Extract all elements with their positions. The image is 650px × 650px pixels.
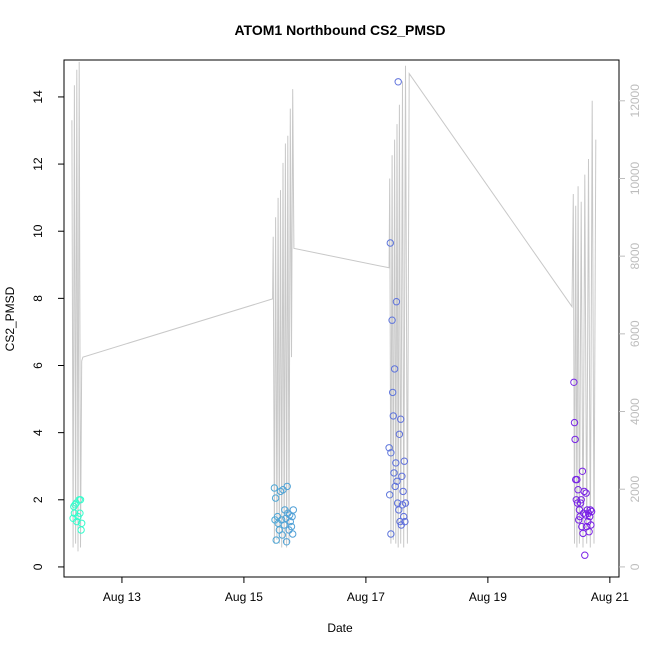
data-point [271,494,280,502]
data-point [71,501,79,509]
data-point [578,467,587,475]
data-point [388,316,396,324]
data-point [78,519,86,527]
y2-tick-label: 12000 [628,84,642,118]
data-point [574,486,582,494]
data-point [575,516,583,524]
y2-axis: 0 2000 4000 6000 8000 10000 12000 [619,84,642,570]
data-point [389,412,397,420]
data-point [586,506,594,514]
data-point [283,482,291,491]
data-point [401,499,410,507]
data-point [386,491,394,499]
y-tick-label: 8 [31,295,45,302]
data-point [400,457,408,465]
data-point [286,517,294,526]
chart-title: ATOM1 Northbound CS2_PMSD [234,22,445,38]
y-axis: 0 2 4 6 8 10 12 14 [31,90,64,570]
data-point [391,482,399,491]
data-point [399,487,407,496]
data-point [272,536,280,544]
data-point [76,496,85,504]
data-point [580,487,588,496]
data-point [394,78,402,86]
y-tick-label: 0 [31,563,45,570]
data-point [573,475,581,484]
data-point [570,418,579,427]
data-point [583,506,591,514]
data-point [387,449,395,457]
y2-tick-label: 6000 [628,320,642,347]
data-point [587,507,596,516]
data-point [270,484,279,492]
data-point [393,499,402,507]
x-tick-label: Aug 17 [347,590,385,604]
y-axis-label: CS2_PMSD [3,286,17,351]
data-point [392,298,401,306]
data-point [398,472,406,480]
data-point [390,365,399,373]
data-point [389,388,397,397]
data-point [387,530,395,538]
data-point [280,521,288,529]
points-series [69,78,596,559]
data-point [73,517,81,526]
data-point [390,469,398,477]
data-point [577,496,585,504]
data-point [396,517,404,526]
x-tick-label: Aug 13 [103,590,141,604]
y2-tick-label: 0 [628,563,642,570]
y2-tick-label: 10000 [628,161,642,195]
x-tick-label: Aug 19 [469,590,507,604]
data-point [395,506,403,514]
data-point [386,239,394,247]
y-tick-label: 10 [31,224,45,238]
y-tick-label: 14 [31,90,45,104]
data-point [289,506,297,514]
data-point [587,521,595,529]
y-tick-label: 2 [31,496,45,503]
x-axis: Aug 13 Aug 15 Aug 17 Aug 19 Aug 21 [103,577,629,604]
y-tick-label: 12 [31,157,45,171]
data-point [76,509,84,517]
x-tick-label: Aug 21 [591,590,629,604]
data-point [397,415,405,423]
data-point [582,489,590,497]
plot-frame [63,59,620,578]
data-point [392,459,400,467]
y2-tick-label: 2000 [628,476,642,503]
data-point [571,435,579,444]
data-point [287,522,296,531]
data-point [395,430,404,438]
data-point [585,528,593,536]
x-axis-label: Date [327,621,353,635]
data-point [400,512,408,521]
y-tick-label: 6 [31,362,45,369]
x-tick-label: Aug 15 [225,590,263,604]
y-tick-label: 4 [31,429,45,436]
data-point [578,522,586,531]
data-point [278,531,286,539]
data-point [282,538,291,546]
line-series [71,61,597,552]
y2-tick-label: 8000 [628,242,642,269]
data-point [289,530,297,538]
data-point [393,477,401,485]
data-point [581,551,589,559]
data-point [576,499,585,507]
data-point [570,378,578,386]
line-path [71,61,597,552]
data-point [401,517,409,526]
data-point [385,444,393,452]
y2-tick-label: 4000 [628,398,642,425]
